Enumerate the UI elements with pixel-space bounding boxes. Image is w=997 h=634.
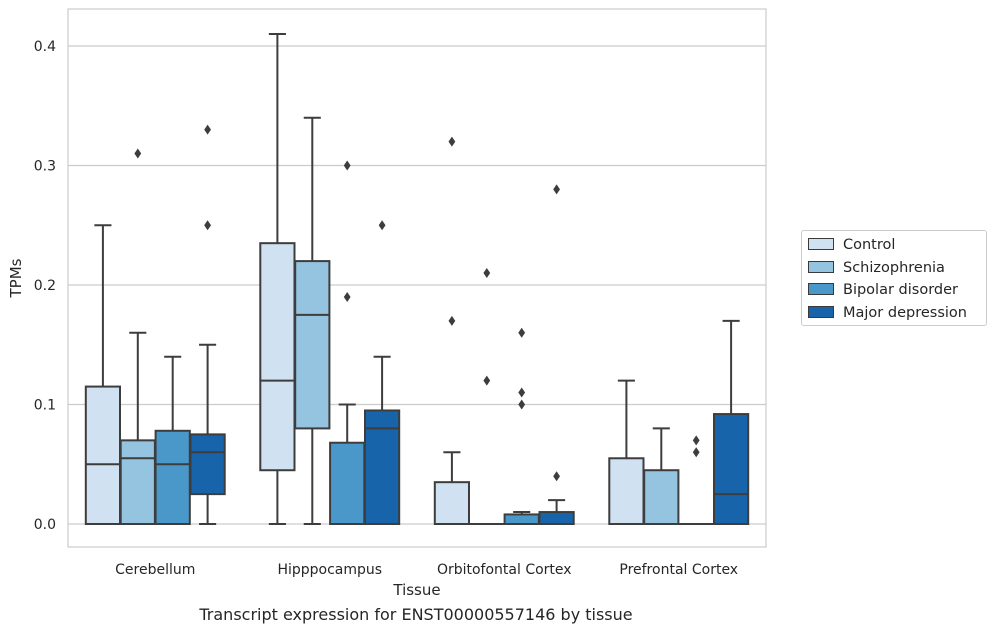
boxes — [84, 33, 750, 526]
outlier-point — [204, 124, 211, 135]
y-tick-label: 0.2 — [34, 278, 56, 294]
outlier-point — [483, 268, 491, 279]
box-body — [329, 441, 366, 525]
y-tick-label: 0.3 — [34, 159, 56, 175]
legend-label: Control — [843, 237, 896, 253]
legend-swatch — [808, 305, 834, 318]
outlier-point — [553, 184, 560, 195]
box-1 — [433, 136, 471, 525]
box-2 — [119, 148, 156, 526]
y-tick-label: 0.0 — [34, 517, 56, 533]
x-tick-label: Cerebellum — [115, 562, 195, 578]
box-1 — [259, 33, 296, 525]
outlier-point — [518, 399, 526, 410]
x-tick-label: Orbitofontal Cortex — [437, 562, 572, 578]
box-body — [294, 260, 331, 430]
x-tick-label: Hipppocampus — [277, 562, 382, 578]
outlier-point — [483, 375, 491, 386]
box-4 — [363, 220, 401, 526]
x-axis-label: Tissue — [392, 581, 440, 599]
outlier-point — [692, 447, 700, 458]
box-body — [119, 439, 156, 526]
box-3 — [503, 327, 540, 526]
box-4 — [538, 184, 575, 525]
outlier-point — [448, 136, 456, 147]
box-body — [503, 513, 540, 526]
box-body — [154, 429, 191, 526]
y-tick-label: 0.1 — [34, 398, 56, 414]
y-axis-label: TPMs — [7, 258, 25, 298]
outlier-point — [518, 387, 526, 398]
legend-swatch — [808, 260, 834, 273]
box-body — [84, 385, 122, 526]
legend-item: Schizophrenia — [808, 259, 945, 277]
figure-caption: Transcript expression for ENST0000055714… — [199, 605, 633, 624]
outlier-point — [518, 327, 526, 338]
outlier-point — [553, 471, 560, 482]
outlier-point — [692, 435, 700, 446]
box-body — [538, 511, 575, 525]
x-tick-label: Prefrontal Cortex — [619, 562, 738, 578]
legend-swatch — [808, 238, 834, 250]
legend-item: Control — [808, 236, 895, 254]
box-body — [433, 481, 471, 525]
box-3 — [329, 160, 366, 525]
outlier-point — [134, 148, 142, 159]
outlier-point — [343, 160, 351, 171]
tick-labels: 0.0 0.1 0.2 0.3 0.4 Cerebellum Hipppocampus Orb… — [34, 39, 738, 578]
legend-label: Bipolar disorder — [843, 282, 958, 298]
box-body — [189, 433, 226, 496]
box-body — [712, 413, 750, 525]
box-body — [643, 469, 680, 526]
outlier-point — [378, 220, 386, 231]
box-2 — [294, 116, 331, 525]
box-1 — [608, 379, 645, 525]
box-4 — [712, 319, 750, 525]
outlier-point — [204, 220, 211, 231]
legend-label: Schizophrenia — [843, 259, 945, 276]
legend: Control Schizophrenia Bipolar disorder Majo… — [801, 230, 987, 326]
box-4 — [189, 124, 226, 525]
outlier-point — [448, 315, 456, 326]
legend-item: Major depression — [808, 304, 967, 322]
legend-item: Bipolar disorder — [808, 281, 958, 299]
box-1 — [84, 224, 122, 526]
box-2 — [643, 427, 680, 526]
y-tick-label: 0.4 — [34, 39, 56, 55]
box-body — [259, 242, 296, 472]
outlier-point — [343, 291, 351, 302]
legend-label: Major depression — [843, 304, 967, 321]
box-body — [608, 457, 645, 525]
legend-swatch — [808, 283, 834, 295]
